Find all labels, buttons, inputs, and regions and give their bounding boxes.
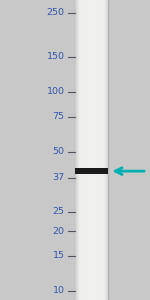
Text: 10: 10: [52, 286, 64, 296]
Text: 50: 50: [52, 147, 64, 156]
Text: 100: 100: [46, 88, 64, 97]
Text: 75: 75: [52, 112, 64, 121]
Text: 20: 20: [52, 226, 64, 236]
Text: 37: 37: [52, 173, 64, 182]
Text: 150: 150: [46, 52, 64, 62]
Bar: [75, 168, 108, 174]
Text: 250: 250: [46, 8, 64, 17]
Bar: [75, 0, 108, 300]
Text: 15: 15: [52, 251, 64, 260]
Text: 25: 25: [52, 207, 64, 216]
